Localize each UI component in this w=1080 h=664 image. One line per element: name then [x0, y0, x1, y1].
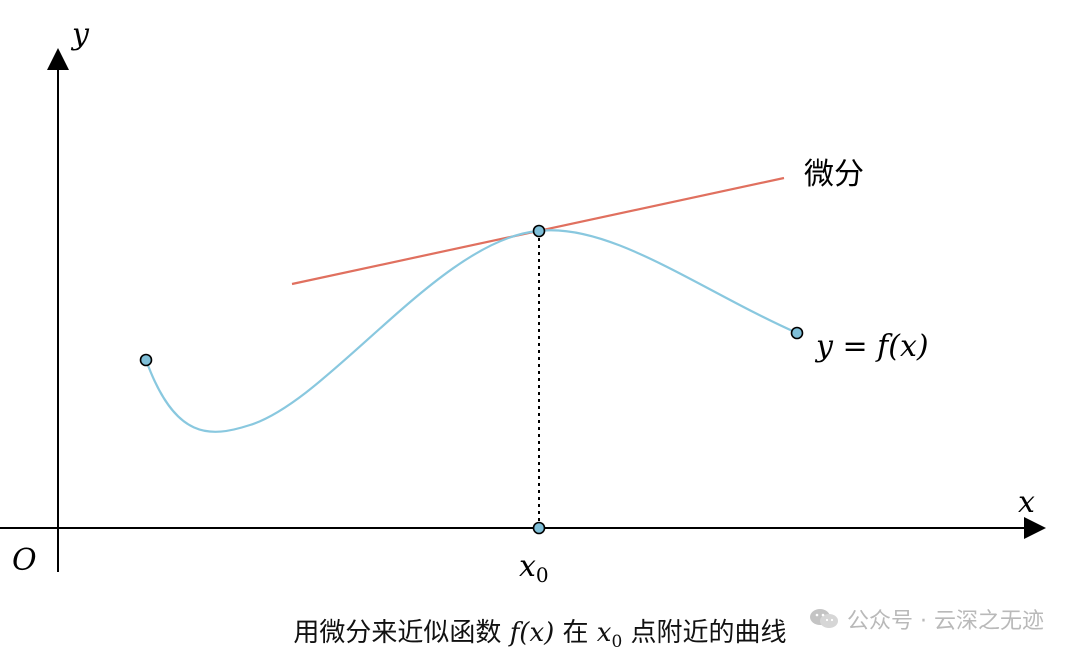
caption-x: x — [596, 618, 612, 648]
curve-label: y = f(x) — [814, 329, 929, 364]
curve-start-point — [139, 353, 153, 367]
watermark-text: 公众号 · 云深之无迹 — [847, 609, 1044, 634]
x-axis-arrow — [1024, 517, 1046, 539]
caption-mid: 在 — [554, 618, 597, 648]
y-axis-arrow — [47, 48, 69, 70]
watermark: 公众号 · 云深之无迹 — [809, 603, 1044, 635]
tangent-label: 微分 — [804, 157, 864, 192]
wechat-icon — [809, 608, 839, 630]
y-axis-label: y — [70, 17, 90, 52]
curve-end-point — [790, 326, 804, 340]
caption-fx: f(x) — [509, 618, 555, 648]
caption-suffix: 点附近的曲线 — [622, 618, 787, 648]
caption-sub: 0 — [611, 632, 623, 653]
function-curve — [144, 229, 798, 433]
tangent-point — [532, 224, 546, 238]
x0-axis-point — [532, 521, 546, 535]
x0-label: x0 — [519, 549, 549, 587]
x-axis-label: x — [1018, 485, 1035, 520]
origin-label: O — [12, 543, 37, 578]
figure-caption: 用微分来近似函数 f(x) 在 x0 点附近的曲线 — [0, 612, 1080, 652]
caption-prefix: 用微分来近似函数 — [293, 618, 510, 648]
